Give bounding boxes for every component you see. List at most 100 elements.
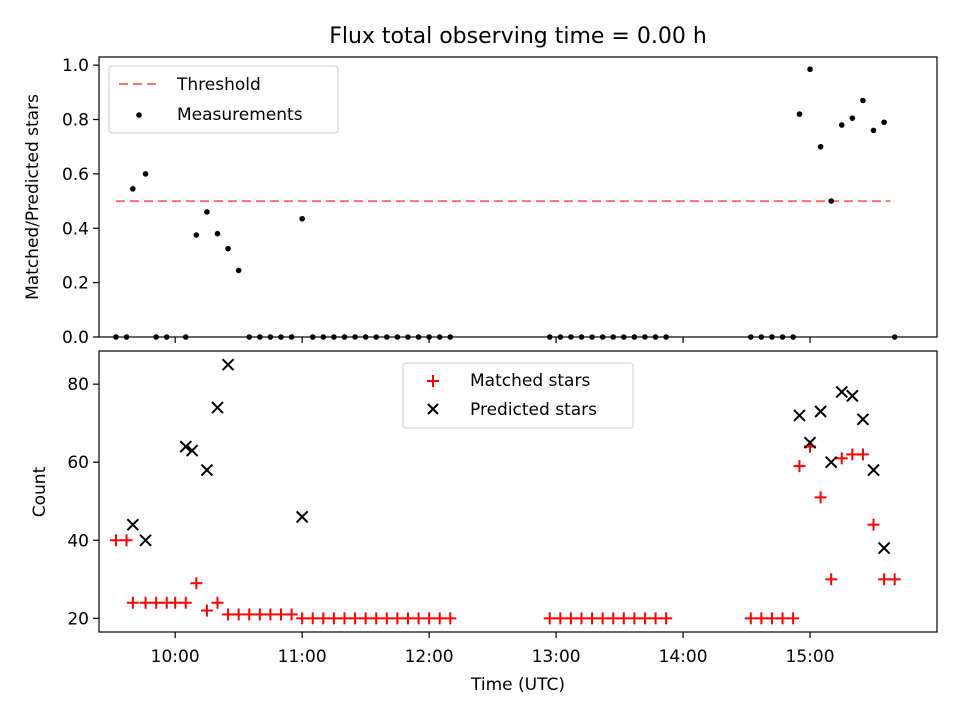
bottom-series <box>109 358 901 625</box>
measurement-point <box>621 334 627 340</box>
bottom-axis-ticks: 20 40 60 80 10:00 11:00 12:00 13:00 14:00 15:00 <box>67 375 834 667</box>
matched-star-point <box>878 573 891 586</box>
legend-measurements-label: Measurements <box>177 105 303 125</box>
legend-matched-label: Matched stars <box>470 371 590 391</box>
top-legend-box <box>108 65 339 134</box>
measurement-point <box>578 334 585 340</box>
measurement-point <box>860 97 866 104</box>
measurement-point <box>838 122 845 128</box>
matched-star-point <box>200 604 213 617</box>
measurement-point <box>267 334 274 340</box>
predicted-star-point <box>867 463 880 477</box>
matched-star-point <box>888 573 901 586</box>
matched-star-point <box>776 612 789 625</box>
matched-star-point <box>190 577 203 590</box>
matched-star-point <box>243 608 256 621</box>
matched-star-point <box>628 612 641 625</box>
matched-star-point <box>586 612 599 625</box>
measurement-point <box>796 111 803 117</box>
matched-star-point <box>846 448 859 461</box>
matched-star-point <box>444 612 457 625</box>
measurement-point <box>405 334 411 340</box>
matched-star-point <box>787 612 800 625</box>
matched-star-point <box>169 596 182 609</box>
matched-star-point <box>179 596 192 609</box>
matched-star-point <box>744 612 757 625</box>
measurement-point <box>394 334 401 340</box>
top-y-tick-label: 0.4 <box>62 219 89 239</box>
predicted-star-point <box>126 518 140 531</box>
matched-star-point <box>359 612 372 625</box>
bottom-y-axis-label: Count <box>30 466 50 517</box>
measurement-point <box>642 334 648 340</box>
matched-star-point <box>835 452 848 465</box>
predicted-star-point <box>221 358 235 371</box>
measurement-point <box>807 66 813 73</box>
bottom-x-tick-label: 15:00 <box>786 647 835 667</box>
measurement-point <box>193 232 200 238</box>
matched-star-point <box>391 612 404 625</box>
measurement-point <box>214 230 221 237</box>
measurement-point <box>331 334 337 340</box>
matched-star-point <box>317 612 330 625</box>
predicted-star-point <box>793 409 806 422</box>
matched-star-point <box>543 612 556 625</box>
bottom-x-tick-label: 10:00 <box>151 647 200 667</box>
matched-star-point <box>264 608 277 621</box>
matched-star-point <box>575 612 588 625</box>
matched-star-point <box>306 612 319 625</box>
predicted-star-point <box>295 510 309 524</box>
matched-star-point <box>607 612 620 625</box>
matched-star-point <box>617 612 630 625</box>
matched-star-point <box>274 608 287 621</box>
measurement-point <box>288 334 295 340</box>
matched-star-point <box>109 534 122 547</box>
matched-star-point <box>825 573 838 586</box>
matched-star-point <box>296 612 309 625</box>
measurement-point <box>278 334 284 340</box>
matched-star-point <box>755 612 768 625</box>
measurement-point <box>828 198 834 204</box>
measurement-point <box>113 334 119 340</box>
measurement-point <box>123 334 130 340</box>
measurement-point <box>779 334 786 340</box>
measurement-point <box>790 334 796 340</box>
top-axis-ticks: 0.0 0.2 0.4 0.6 0.8 1.0 <box>62 56 811 348</box>
measurement-point <box>652 334 659 340</box>
measurement-point <box>352 334 358 340</box>
matched-star-point <box>793 460 806 473</box>
top-y-tick-label: 0.2 <box>62 274 89 294</box>
matched-star-point <box>765 612 778 625</box>
matched-star-point <box>596 612 609 625</box>
measurement-point <box>225 245 231 252</box>
matched-star-point <box>423 612 436 625</box>
top-y-tick-label: 0.0 <box>62 328 89 348</box>
legend-measurements-swatch <box>136 112 142 118</box>
predicted-star-point <box>179 440 192 453</box>
top-y-tick-label: 0.6 <box>62 165 89 185</box>
matched-star-point <box>649 612 662 625</box>
measurement-point <box>153 334 159 340</box>
bottom-x-tick-label: 14:00 <box>659 647 708 667</box>
measurement-point <box>320 334 327 340</box>
matched-star-point <box>349 612 362 625</box>
predicted-star-point <box>846 389 859 403</box>
matched-star-point <box>564 612 577 625</box>
predicted-star-point <box>211 401 224 414</box>
x-axis-label: Time (UTC) <box>470 675 565 695</box>
matched-star-point <box>150 596 163 609</box>
predicted-star-point <box>803 436 817 449</box>
measurement-point <box>257 334 263 340</box>
legend-predicted-swatch <box>427 403 439 415</box>
measurement-point <box>610 334 617 340</box>
measurement-point <box>362 334 369 340</box>
matched-star-point <box>814 491 827 504</box>
measurement-point <box>589 334 595 340</box>
matched-star-point <box>338 612 351 625</box>
matched-star-point <box>660 612 673 625</box>
legend-predicted-label: Predicted stars <box>470 400 597 420</box>
matched-star-point <box>867 518 880 531</box>
matched-star-point <box>211 596 224 609</box>
matched-star-point <box>380 612 393 625</box>
bottom-plot: 20 40 60 80 10:00 11:00 12:00 13:00 14:00 15:00 C… <box>30 350 938 695</box>
